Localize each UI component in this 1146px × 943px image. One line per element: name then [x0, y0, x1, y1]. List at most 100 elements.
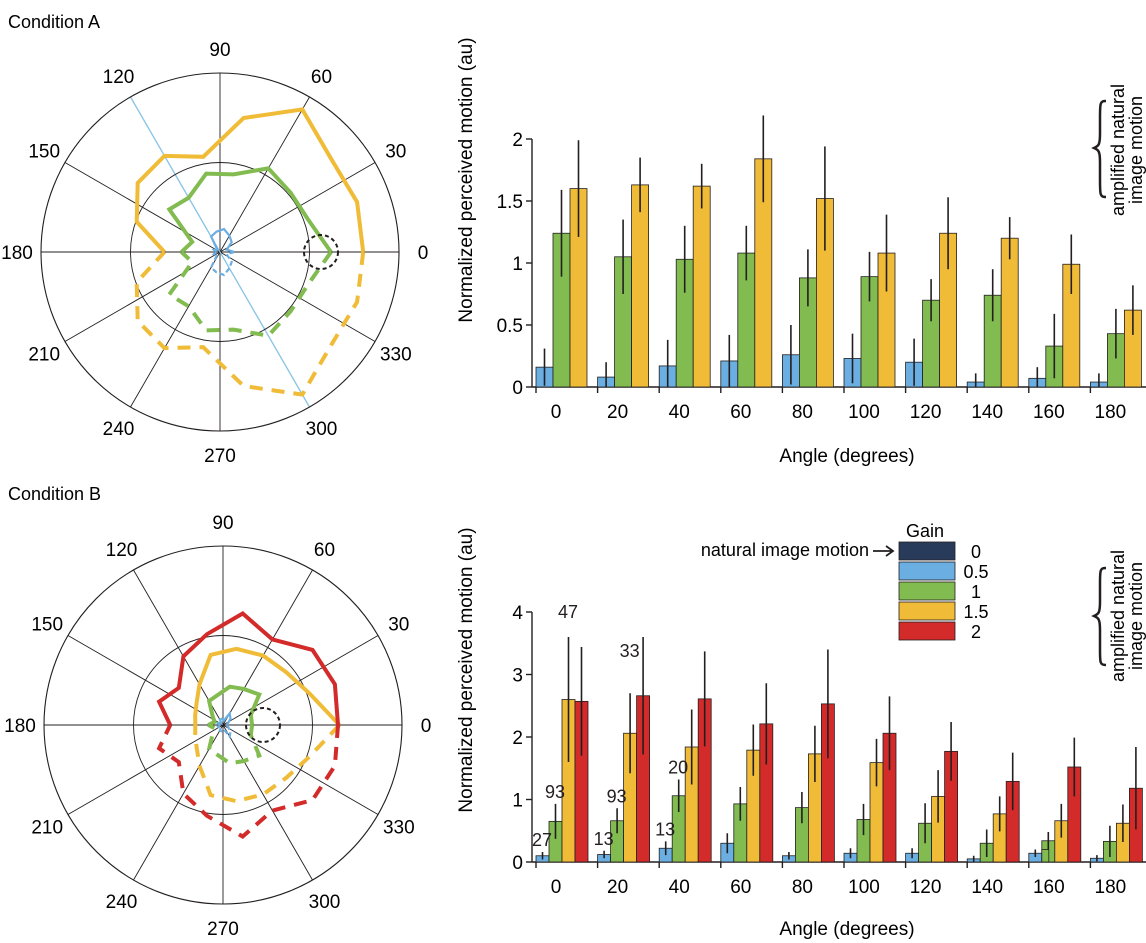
legend-label-1.5: 1.5 [963, 602, 988, 622]
bar-gain-1.5-angle-40 [692, 185, 711, 388]
polar-angle-label-330: 330 [380, 345, 412, 366]
polar-series-gain-1-dashed [206, 723, 262, 766]
polar-series-gain-1.5-solid [193, 646, 341, 727]
x-tick-label-0: 0 [551, 877, 562, 898]
data-label-40-gain-0.5: 13 [655, 819, 675, 839]
polar-angle-label-120: 120 [106, 540, 138, 561]
polar-angle-label-90: 90 [209, 40, 230, 61]
polar-angle-label-270: 270 [207, 919, 239, 940]
x-tick-label-160: 160 [1033, 402, 1065, 423]
legend-label-0.5: 0.5 [963, 562, 988, 582]
polar-inner-ring [130, 162, 310, 342]
bracket-b-line1: amplified natural [1108, 550, 1128, 682]
x-axis-title-b: Angle (degrees) [779, 919, 914, 940]
polar-angle-label-90: 90 [212, 513, 233, 534]
data-label-0-gain-1.5: 47 [558, 602, 578, 622]
polar-angle-label-60: 60 [311, 67, 332, 88]
polar-outer-ring [43, 545, 403, 905]
x-tick-label-140: 140 [971, 877, 1003, 898]
polar-marker-circle-b [245, 707, 281, 743]
x-tick-label-100: 100 [848, 877, 880, 898]
polar-series-gain-1.5-dashed [193, 723, 341, 804]
polar-plot-condition-a: 0 30 60 90 120 150 180 210 240 270 300 330 [1, 40, 428, 467]
x-tick-label-60: 60 [730, 877, 751, 898]
polar-series-gain-0.5-dashed [209, 250, 235, 277]
polar-angle-label-180: 180 [4, 716, 36, 737]
polar-outer-ring [40, 72, 400, 432]
polar-inner-ring [133, 635, 313, 815]
data-label-20-gain-1.5: 33 [620, 641, 640, 661]
data-label-0-gain-0.5: 27 [532, 830, 552, 850]
bracket-a-line1: amplified natural [1108, 84, 1128, 216]
legend-swatch-1.5 [898, 601, 956, 621]
data-label-20-gain-0.5: 13 [594, 829, 614, 849]
y-tick-label-3: 3 [512, 666, 523, 687]
polar-reference-line [129, 96, 311, 408]
x-tick-label-20: 20 [607, 402, 628, 423]
x-tick-label-180: 180 [1095, 402, 1127, 423]
polar-angle-label-210: 210 [28, 345, 60, 366]
bar-gain-1-extra-angle-160 [1041, 849, 1050, 863]
x-tick-label-180: 180 [1095, 877, 1127, 898]
polar-angle-label-240: 240 [103, 419, 135, 440]
x-axis-title-a: Angle (degrees) [779, 446, 914, 467]
y-tick-label-0.5: 0.5 [497, 316, 523, 337]
y-tick-label-2: 2 [512, 130, 523, 151]
condition-a-label: Condition A [8, 12, 100, 32]
bracket-a [1091, 99, 1107, 199]
polar-angle-label-150: 150 [28, 142, 60, 163]
polar-angle-label-0: 0 [421, 716, 432, 737]
polar-series-gain-1-solid [166, 166, 333, 254]
legend-swatch-1 [898, 581, 956, 601]
polar-plot-condition-b: 0 30 60 90 120 150 180 210 240 270 300 330 [4, 513, 431, 940]
x-tick-label-140: 140 [971, 402, 1003, 423]
bar-gain-1.5-angle-140 [1000, 237, 1019, 388]
data-label-0-gain-1: 93 [545, 782, 565, 802]
y-tick-label-4: 4 [512, 603, 523, 624]
x-tick-label-100: 100 [848, 402, 880, 423]
data-label-40-gain-1: 20 [668, 758, 688, 778]
y-tick-label-0: 0 [512, 378, 523, 399]
polar-angle-label-30: 30 [385, 142, 406, 163]
x-tick-label-40: 40 [669, 402, 690, 423]
y-tick-label-1.5: 1.5 [497, 192, 523, 213]
polar-angle-label-270: 270 [204, 446, 236, 467]
polar-series-gain-0.5-dashed [216, 724, 232, 740]
x-tick-label-80: 80 [792, 877, 813, 898]
polar-series-gain-1.5-dashed [134, 250, 366, 397]
legend-note: natural image motion [701, 540, 869, 560]
polar-angle-label-330: 330 [383, 818, 415, 839]
y-tick-label-1: 1 [512, 791, 523, 812]
polar-series-gain-0.5-solid [216, 710, 232, 726]
polar-series-gain-0.5-solid [209, 227, 235, 254]
polar-series-gain-1-solid [206, 684, 262, 727]
bracket-a-line2: image motion [1126, 96, 1146, 204]
legend-label-0: 0 [971, 542, 981, 562]
legend-note-arrow [873, 545, 895, 557]
condition-b-label: Condition B [8, 484, 101, 504]
y-tick-label-0: 0 [512, 853, 523, 874]
y-axis-title-b: Normalized perceived motion (au) [456, 527, 477, 812]
polar-marker-circle-a [303, 234, 339, 270]
legend-swatch-2 [898, 621, 956, 641]
x-tick-label-0: 0 [551, 402, 562, 423]
x-tick-label-120: 120 [910, 877, 942, 898]
y-tick-label-2: 2 [512, 728, 523, 749]
polar-angle-label-120: 120 [103, 67, 135, 88]
legend-swatch-0 [898, 541, 956, 561]
bar-chart-condition-a: 00.511.520 20 40 60 80 100 120 140 160 180 [497, 115, 1146, 423]
polar-angle-label-30: 30 [388, 615, 409, 636]
polar-angle-label-240: 240 [106, 892, 138, 913]
legend-swatch-0.5 [898, 561, 956, 581]
x-tick-label-160: 160 [1033, 877, 1065, 898]
polar-series-gain-1-dashed [166, 250, 333, 338]
bracket-b-line2: image motion [1126, 562, 1146, 670]
polar-angle-label-300: 300 [309, 892, 341, 913]
bar-gain-1.5-angle-20 [631, 184, 649, 388]
polar-angle-label-180: 180 [1, 243, 33, 264]
polar-angle-label-150: 150 [31, 615, 63, 636]
polar-angle-label-0: 0 [418, 243, 429, 264]
polar-series-gain-2-solid [156, 611, 340, 726]
